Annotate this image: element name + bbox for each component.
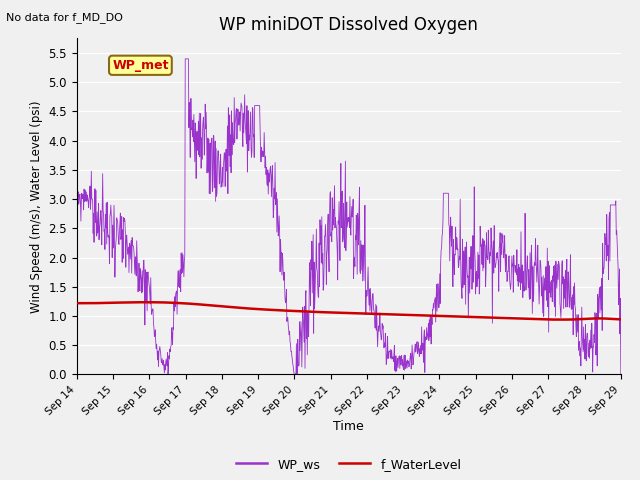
X-axis label: Time: Time bbox=[333, 420, 364, 432]
Text: No data for f_MD_DO: No data for f_MD_DO bbox=[6, 12, 124, 23]
Legend: WP_ws, f_WaterLevel: WP_ws, f_WaterLevel bbox=[231, 453, 467, 476]
Text: WP_met: WP_met bbox=[112, 59, 169, 72]
Y-axis label: Wind Speed (m/s), Water Level (psi): Wind Speed (m/s), Water Level (psi) bbox=[30, 100, 43, 312]
Title: WP miniDOT Dissolved Oxygen: WP miniDOT Dissolved Oxygen bbox=[220, 16, 478, 34]
